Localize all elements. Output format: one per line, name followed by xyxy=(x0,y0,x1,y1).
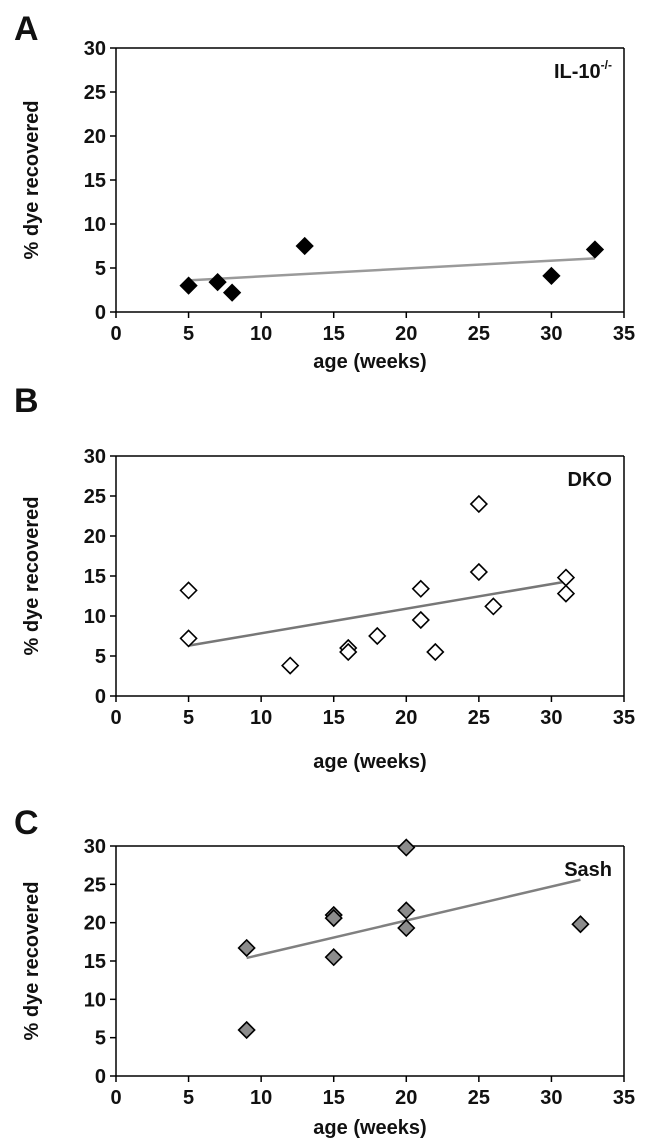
y-tick-label: 20 xyxy=(84,126,106,148)
x-tick-label: 25 xyxy=(468,323,490,345)
x-tick-label: 25 xyxy=(468,707,490,729)
data-point-diamond xyxy=(237,1020,256,1040)
data-point-diamond xyxy=(295,236,314,256)
series-annotation: Sash xyxy=(564,859,612,881)
data-point-diamond xyxy=(237,938,256,958)
data-point-diamond xyxy=(222,283,242,302)
x-axis-label: age (weeks) xyxy=(313,1117,426,1139)
panel-a: A 0 5 10 15 20 25 30 0 5 10 15 20 25 30 35 age (weeks) % … xyxy=(0,0,657,380)
data-point-diamond xyxy=(397,838,416,857)
x-axis-label: age (weeks) xyxy=(313,751,426,773)
data-point-diamond xyxy=(281,656,300,675)
panel-letter: B xyxy=(14,382,39,420)
data-point-diamond xyxy=(484,597,503,616)
y-tick-label: 10 xyxy=(84,214,106,236)
x-tick-label: 30 xyxy=(540,1087,562,1109)
x-tick-label: 0 xyxy=(110,707,121,729)
data-point-diamond xyxy=(339,642,358,662)
scatter-chart-c: C 0 5 10 15 20 25 30 0 5 10 15 20 25 30 35 age (weeks) % … xyxy=(14,804,635,1139)
panel-b: B 0 5 10 15 20 25 30 0 5 10 15 20 25 30 35 age (weeks) % … xyxy=(0,380,657,780)
x-tick-label: 5 xyxy=(183,707,194,729)
panel-letter: C xyxy=(14,804,39,842)
y-tick-label: 5 xyxy=(95,258,106,280)
x-tick-label: 30 xyxy=(540,323,562,345)
y-tick-label: 15 xyxy=(84,170,106,192)
y-tick-label: 25 xyxy=(84,486,106,508)
annotation-main: DKO xyxy=(568,469,612,491)
data-point-diamond xyxy=(179,276,198,295)
y-tick-label: 5 xyxy=(95,1028,106,1050)
x-tick-label: 5 xyxy=(183,323,194,345)
x-axis-label: age (weeks) xyxy=(313,351,426,373)
annotation-superscript: -/- xyxy=(601,58,612,72)
data-point-diamond xyxy=(179,581,198,600)
x-tick-label: 0 xyxy=(110,323,121,345)
x-tick-label: 15 xyxy=(323,707,345,729)
scatter-chart-a: A 0 5 10 15 20 25 30 0 5 10 15 20 25 30 35 age (weeks) % … xyxy=(14,10,635,373)
y-tick-label: 15 xyxy=(84,566,106,588)
data-point-diamond xyxy=(469,494,488,514)
annotation-main: IL-10 xyxy=(554,61,601,83)
y-tick-label: 30 xyxy=(84,836,106,858)
y-tick-label: 0 xyxy=(95,302,106,324)
data-point-diamond xyxy=(208,272,227,292)
scatter-chart-b: B 0 5 10 15 20 25 30 0 5 10 15 20 25 30 35 age (weeks) % … xyxy=(14,382,635,773)
x-tick-label: 30 xyxy=(540,707,562,729)
annotation-main: Sash xyxy=(564,859,612,881)
y-tick-label: 25 xyxy=(84,82,106,104)
trendline xyxy=(246,878,581,960)
series-annotation: IL-10-/- xyxy=(554,58,612,83)
y-tick-label: 0 xyxy=(95,1066,106,1088)
x-tick-label: 20 xyxy=(395,323,417,345)
x-tick-label: 15 xyxy=(323,1087,345,1109)
x-tick-label: 20 xyxy=(395,1087,417,1109)
x-tick-label: 35 xyxy=(613,323,635,345)
data-point-diamond xyxy=(397,901,416,920)
y-tick-label: 20 xyxy=(84,526,106,548)
x-tick-label: 20 xyxy=(395,707,417,729)
trendline xyxy=(188,580,567,647)
data-point-diamond xyxy=(426,642,445,662)
x-tick-label: 35 xyxy=(613,707,635,729)
y-tick-label: 0 xyxy=(95,686,106,708)
data-point-diamond xyxy=(324,948,343,967)
y-axis-label: % dye recovered xyxy=(21,101,43,260)
data-point-diamond xyxy=(542,266,561,286)
data-point-diamond xyxy=(556,584,576,603)
data-point-diamond xyxy=(411,610,430,630)
x-tick-label: 35 xyxy=(613,1087,635,1109)
y-tick-label: 25 xyxy=(84,874,106,896)
y-tick-label: 30 xyxy=(84,446,106,468)
data-point-diamond xyxy=(469,562,488,582)
x-tick-label: 0 xyxy=(110,1087,121,1109)
y-tick-label: 10 xyxy=(84,989,106,1011)
data-point-diamond xyxy=(411,579,430,598)
x-tick-label: 5 xyxy=(183,1087,194,1109)
panel-c: C 0 5 10 15 20 25 30 0 5 10 15 20 25 30 35 age (weeks) % … xyxy=(0,780,657,1142)
data-point-diamond xyxy=(397,918,416,938)
data-point-diamond xyxy=(585,240,605,259)
y-tick-label: 5 xyxy=(95,646,106,668)
x-tick-label: 15 xyxy=(323,323,345,345)
x-tick-label: 25 xyxy=(468,1087,490,1109)
y-axis-label: % dye recovered xyxy=(21,497,43,656)
y-tick-label: 20 xyxy=(84,913,106,935)
y-tick-label: 10 xyxy=(84,606,106,628)
data-point-diamond xyxy=(324,908,343,928)
data-point-diamond xyxy=(179,629,198,648)
data-point-diamond xyxy=(571,915,590,934)
y-axis-label: % dye recovered xyxy=(21,882,43,1041)
panel-letter: A xyxy=(14,10,39,48)
x-tick-label: 10 xyxy=(250,707,272,729)
y-tick-label: 15 xyxy=(84,951,106,973)
trendline xyxy=(188,257,596,282)
series-annotation: DKO xyxy=(568,469,612,491)
x-tick-label: 10 xyxy=(250,1087,272,1109)
data-point-diamond xyxy=(368,626,387,646)
y-tick-label: 30 xyxy=(84,38,106,60)
x-tick-label: 10 xyxy=(250,323,272,345)
